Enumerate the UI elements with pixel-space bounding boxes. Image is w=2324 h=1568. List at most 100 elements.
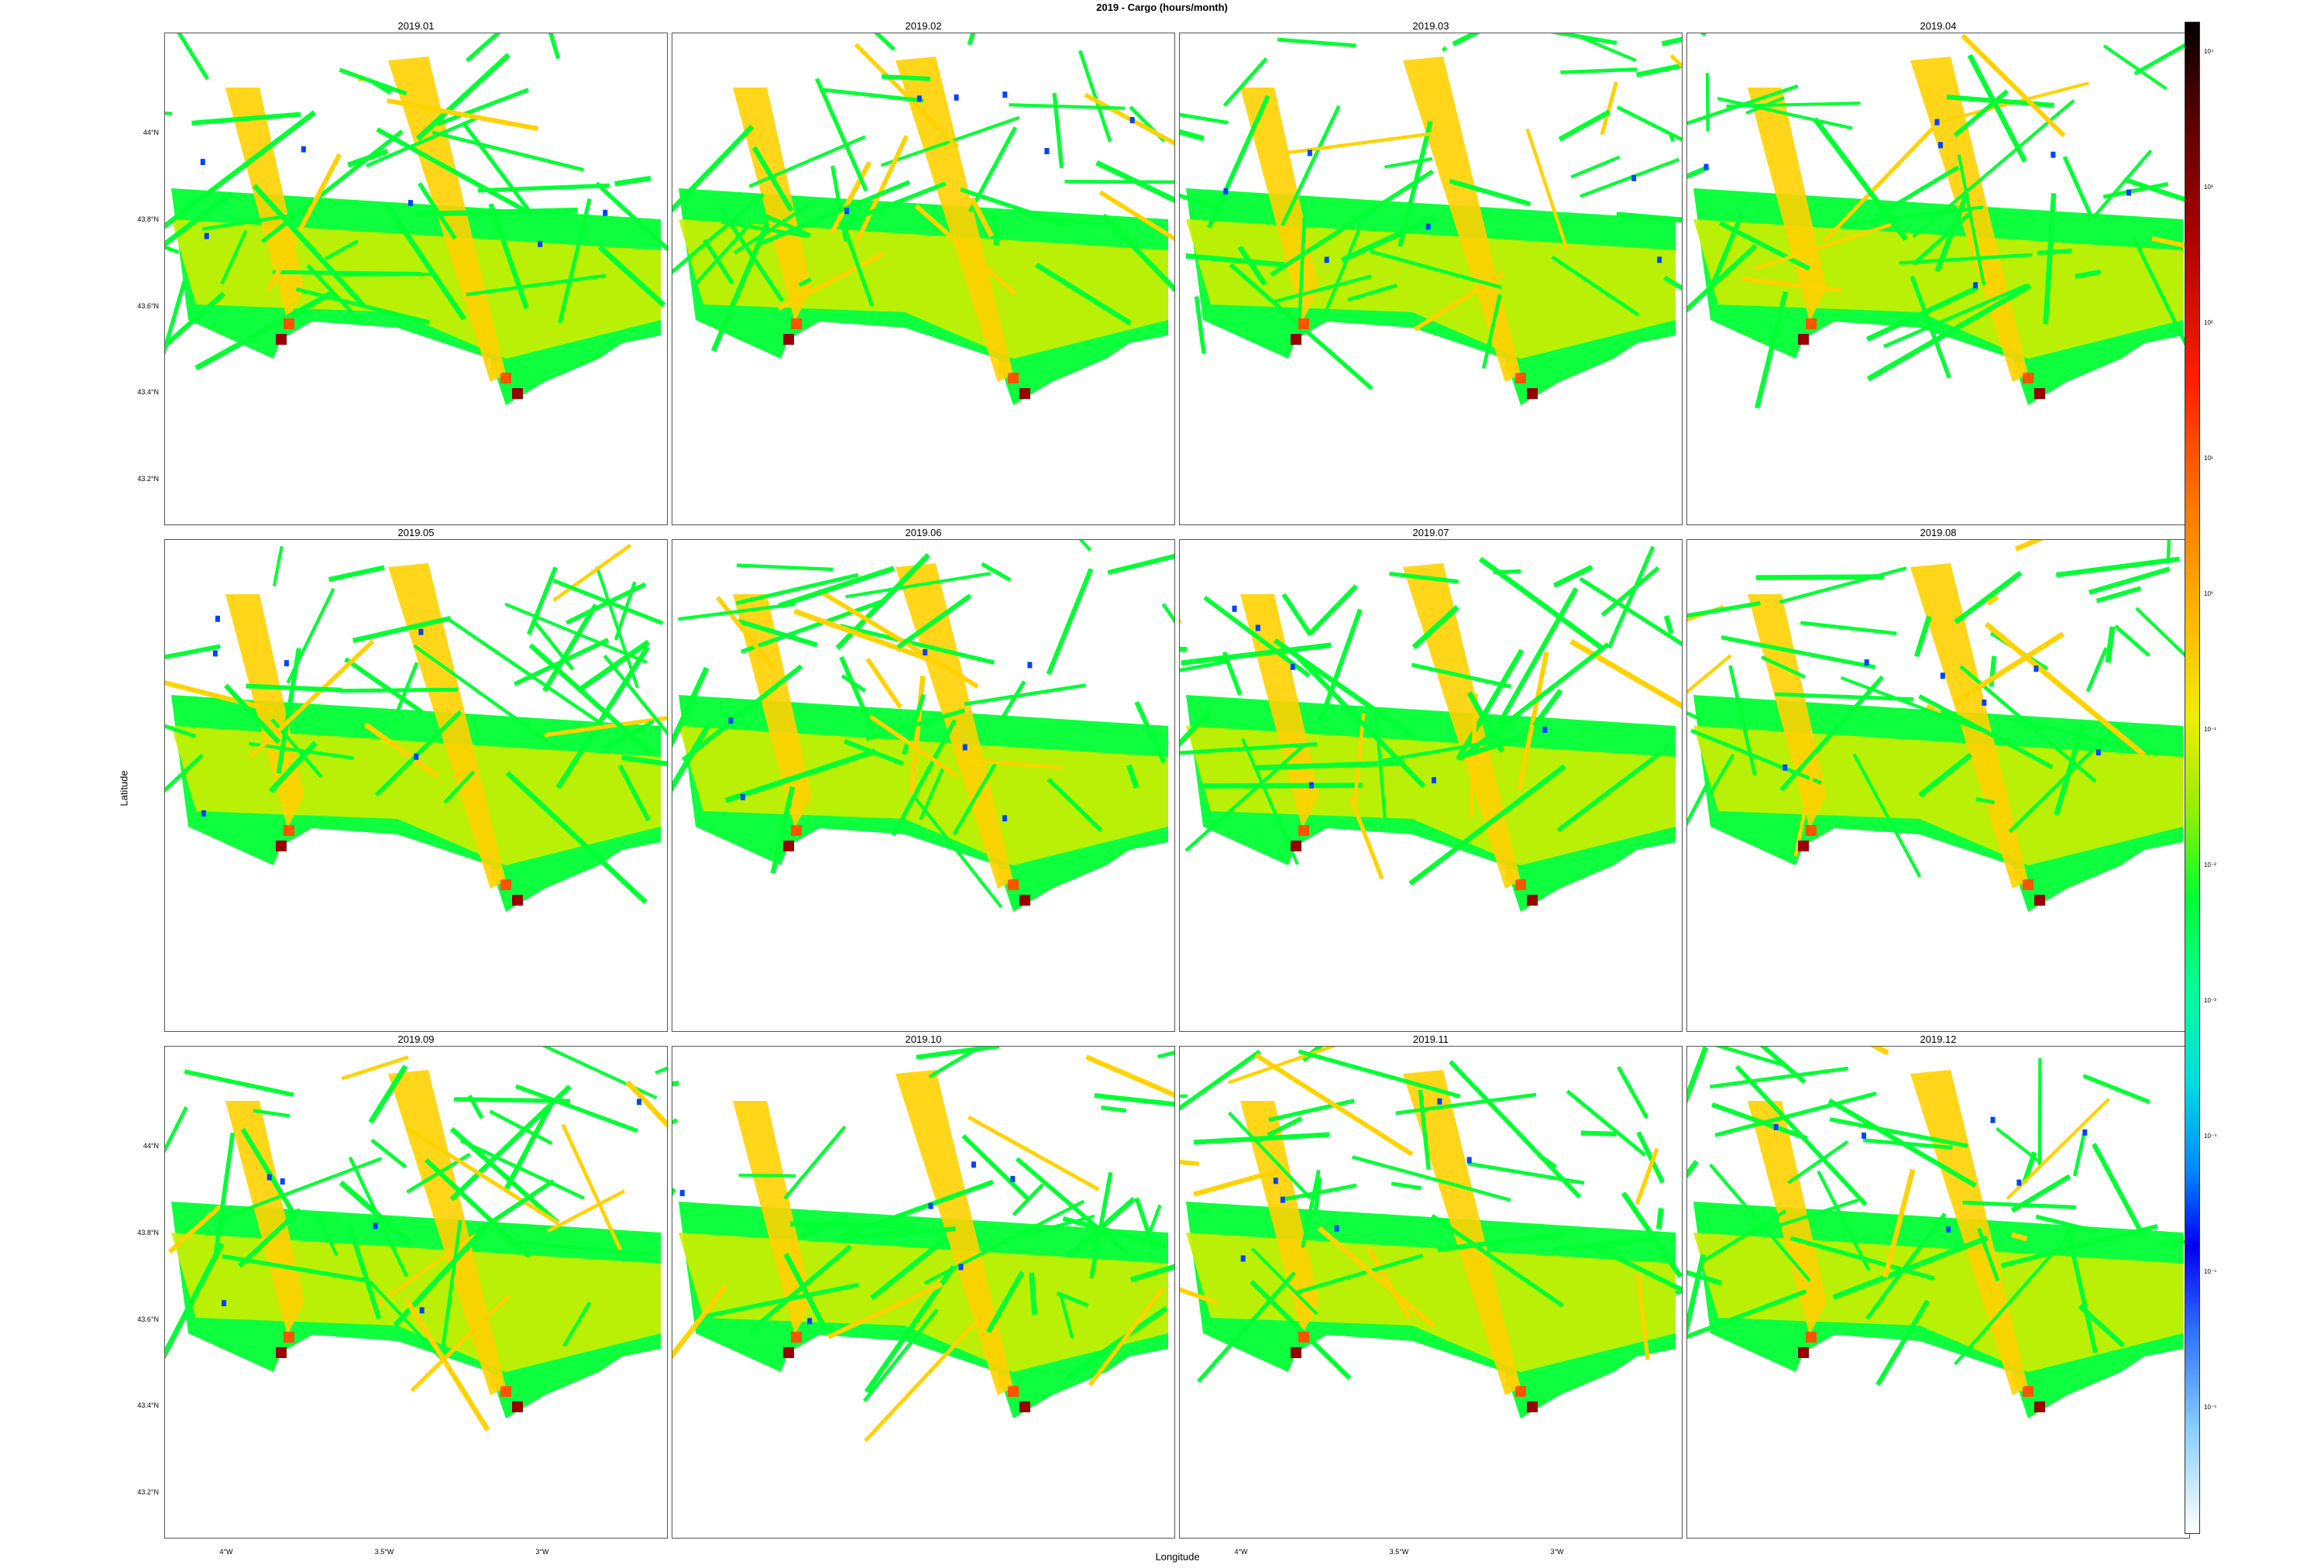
vessel-track xyxy=(864,1305,992,1442)
vessel-track xyxy=(240,1128,297,1216)
low-traffic-cell xyxy=(2051,151,2056,158)
vessel-track xyxy=(394,662,419,714)
vessel-track xyxy=(1134,1197,1157,1251)
vessel-track xyxy=(1954,570,2023,624)
colorbar-tick-label: 10⁻³ xyxy=(2204,997,2216,1004)
low-traffic-cell xyxy=(280,1178,285,1185)
vessel-track xyxy=(1989,655,1997,687)
low-traffic-cell xyxy=(1773,1123,1779,1130)
vessel-track xyxy=(1134,700,1167,764)
vessel-track xyxy=(672,722,712,793)
vessel-track xyxy=(384,204,466,321)
vessel-track xyxy=(845,572,992,599)
shipping-corridor-east xyxy=(1403,57,1521,382)
vessel-track xyxy=(1812,117,1908,241)
vessel-track xyxy=(1058,1293,1074,1339)
vessel-track xyxy=(1912,98,2075,239)
port-hotspot xyxy=(1515,373,1526,383)
low-traffic-cell xyxy=(1990,1116,1996,1123)
vessel-track xyxy=(2072,1133,2086,1177)
vessel-track xyxy=(249,639,375,759)
low-traffic-cell xyxy=(1307,150,1312,156)
vessel-track xyxy=(405,1126,559,1226)
lat-tick-label: 44°N xyxy=(143,1142,159,1150)
vessel-track xyxy=(1228,1111,1312,1200)
vessel-track xyxy=(815,77,868,192)
vessel-track xyxy=(751,146,794,212)
vessel-track xyxy=(515,1084,638,1133)
vessel-track xyxy=(1687,654,1732,694)
port-hotspot xyxy=(1019,1401,1030,1412)
vessel-track xyxy=(1286,132,1432,155)
vessel-track xyxy=(1352,1155,1511,1202)
vessel-track xyxy=(165,724,197,738)
vessel-track xyxy=(2008,723,2121,834)
vessel-track xyxy=(1317,608,1363,724)
vessel-track xyxy=(799,1213,849,1240)
vessel-track xyxy=(1497,586,1579,726)
port-hotspot xyxy=(791,1332,802,1343)
vessel-track xyxy=(368,1064,408,1124)
vessel-track xyxy=(1094,1092,1174,1107)
vessel-track xyxy=(1180,659,1227,672)
port-hotspot xyxy=(1506,363,1517,373)
vessel-track xyxy=(868,714,959,779)
vessel-track xyxy=(1297,655,1426,789)
vessel-track xyxy=(1517,651,1549,791)
vessel-track xyxy=(1047,777,1103,833)
vessel-track xyxy=(1775,692,1914,701)
panel-title: 2019.05 xyxy=(397,527,435,538)
vessel-track xyxy=(1569,638,1682,709)
vessel-track xyxy=(1411,662,1512,689)
vessel-track xyxy=(1056,1291,1089,1308)
lon-tick-label: 4°W xyxy=(1234,1548,1248,1556)
panel-title: 2019.08 xyxy=(1920,527,1957,538)
port-hotspot xyxy=(1298,1332,1309,1343)
port-hotspot xyxy=(512,895,523,906)
vessel-track xyxy=(1250,1247,1318,1315)
vessel-track xyxy=(1711,1102,1808,1141)
vessel-track xyxy=(672,1284,727,1360)
port-hotspot xyxy=(1506,1376,1517,1387)
vessel-track xyxy=(738,1173,796,1178)
vessel-track xyxy=(1779,566,1907,604)
vessel-track xyxy=(1478,556,1606,652)
colorbar-tick-label: 10⁻⁶ xyxy=(2204,1404,2217,1411)
vessel-track xyxy=(1717,96,1853,130)
port-hotspot xyxy=(491,1376,502,1387)
vessel-track xyxy=(1551,255,1640,317)
vessel-track xyxy=(363,722,439,779)
traffic-density-map xyxy=(1180,33,1682,405)
low-traffic-cell xyxy=(1280,1196,1285,1203)
vessel-track xyxy=(1322,229,1361,317)
low-traffic-cell xyxy=(222,1300,227,1307)
vessel-track xyxy=(1996,1126,2042,1164)
vessel-track xyxy=(1180,709,1212,748)
vessel-track xyxy=(1912,211,1973,266)
vessel-track xyxy=(614,581,637,641)
vessel-track xyxy=(909,676,926,795)
vessel-track xyxy=(1180,129,1205,142)
vessel-track xyxy=(168,1204,222,1254)
vessel-track xyxy=(370,1138,407,1169)
vessel-track xyxy=(477,183,610,193)
vessel-track xyxy=(441,1219,462,1349)
low-traffic-cell xyxy=(200,159,205,166)
vessel-track xyxy=(1865,285,1979,342)
vessel-track xyxy=(829,161,872,235)
port-hotspot xyxy=(1515,1386,1526,1397)
vessel-track xyxy=(1467,1161,1585,1185)
vessel-track xyxy=(415,208,578,217)
port-hotspot xyxy=(2023,373,2033,383)
low-traffic-cell xyxy=(1437,1098,1442,1105)
vessel-track xyxy=(783,1252,828,1331)
vessel-track xyxy=(1661,36,1682,46)
port-hotspot xyxy=(512,1401,523,1412)
low-traffic-cell xyxy=(2095,749,2101,756)
port-hotspot xyxy=(999,869,1009,880)
vessel-track xyxy=(1384,156,1433,169)
vessel-track xyxy=(1064,179,1174,184)
vessel-track xyxy=(1687,244,1758,313)
vessel-track xyxy=(222,1253,366,1283)
vessel-track xyxy=(1687,1253,1707,1338)
